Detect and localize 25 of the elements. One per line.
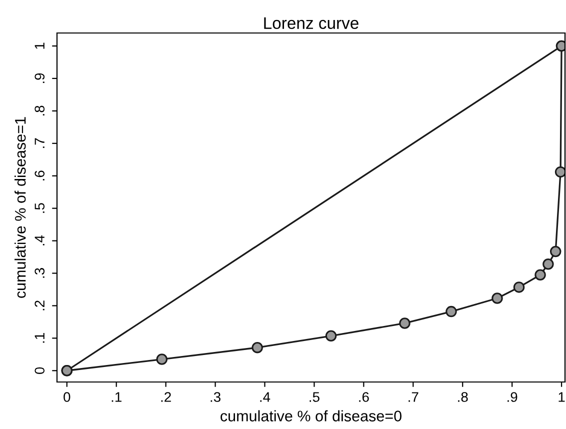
x-tick-label: 0	[64, 392, 70, 402]
y-tick-label: .9	[34, 73, 45, 83]
y-tick-label: .8	[34, 106, 45, 116]
y-tick-label: .1	[34, 333, 44, 343]
y-tick-label: .7	[34, 138, 44, 148]
y-tick-label: 0	[34, 367, 45, 374]
y-tick-label: .4	[34, 235, 44, 246]
y-tick-label: .6	[34, 170, 45, 180]
y-tick-label: .3	[34, 268, 45, 278]
x-tick-label: .1	[112, 392, 122, 402]
x-tick-label: .6	[359, 392, 369, 402]
x-tick-label: .8	[458, 392, 468, 402]
x-tick-label: .3	[210, 392, 220, 402]
x-tick-label: .5	[310, 392, 320, 402]
y-axis-title: cumulative % of disease=1	[14, 117, 26, 298]
x-tick-label: .4	[260, 392, 270, 402]
x-axis-title: cumulative % of disease=0	[220, 410, 402, 422]
x-tick-label: .2	[161, 392, 171, 402]
y-tick-label: .5	[34, 203, 45, 213]
x-tick-label: 1	[558, 392, 565, 402]
chart-title: Lorenz curve	[264, 17, 358, 29]
y-tick-label: .2	[34, 300, 44, 310]
x-tick-label: .9	[508, 392, 518, 402]
y-tick-label: 1	[34, 42, 44, 49]
x-tick-label: .7	[408, 392, 418, 402]
